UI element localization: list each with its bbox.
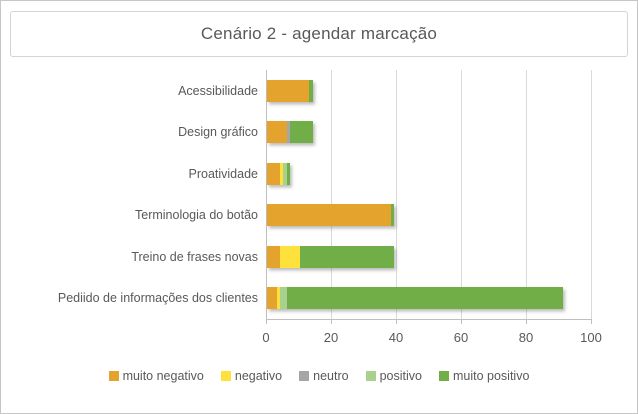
bar-segment-negativo bbox=[280, 162, 284, 185]
bar-segment-muito-positivo bbox=[286, 287, 563, 310]
bar-segment-positivo bbox=[283, 162, 287, 185]
bar-segment-muito-negativo bbox=[267, 162, 280, 185]
x-axis-line bbox=[266, 319, 592, 320]
category-label: Pediido de informações dos clientes bbox=[57, 291, 258, 306]
x-tick-label: 80 bbox=[518, 330, 534, 345]
gridline-20 bbox=[331, 70, 332, 319]
bar-segment-muito-positivo bbox=[309, 79, 313, 102]
tick-mark-0 bbox=[266, 319, 267, 324]
category-label: Acessibilidade bbox=[178, 83, 258, 98]
legend-label: negativo bbox=[234, 369, 283, 383]
bar-5 bbox=[267, 245, 394, 268]
legend-item-muito-positivo: muito positivo bbox=[438, 369, 530, 383]
legend-label: positivo bbox=[379, 369, 422, 383]
legend-item-negativo: negativo bbox=[220, 369, 283, 383]
tick-mark-100 bbox=[591, 319, 592, 324]
category-label: Proatividade bbox=[188, 166, 259, 181]
legend-swatch-icon bbox=[365, 371, 376, 381]
bar-3 bbox=[267, 162, 290, 185]
x-tick-label: 0 bbox=[262, 330, 270, 345]
tick-mark-60 bbox=[461, 319, 462, 324]
bar-6 bbox=[267, 287, 563, 310]
x-tick-label: 40 bbox=[388, 330, 404, 345]
chart-title-box: Cenário 2 - agendar marcação bbox=[10, 11, 628, 57]
y-axis-line bbox=[266, 70, 267, 320]
legend-swatch-icon bbox=[220, 371, 231, 381]
x-tick-label: 100 bbox=[580, 330, 602, 345]
bar-segment-muito-positivo bbox=[286, 162, 290, 185]
bar-segment-muito-negativo bbox=[267, 121, 287, 144]
bar-4 bbox=[267, 204, 394, 227]
legend: muito negativo negativo neutro positivo muit… bbox=[1, 369, 637, 383]
legend-label: neutro bbox=[313, 369, 349, 383]
gridline-80 bbox=[526, 70, 527, 319]
bar-2 bbox=[267, 121, 313, 144]
category-label: Terminologia do botão bbox=[135, 208, 258, 223]
category-label: Treino de frases novas bbox=[131, 249, 258, 264]
legend-swatch-icon bbox=[438, 371, 449, 381]
bar-segment-neutro bbox=[286, 121, 290, 144]
tick-mark-80 bbox=[526, 319, 527, 324]
bar-segment-muito-positivo bbox=[289, 121, 313, 144]
gridline-40 bbox=[396, 70, 397, 319]
bar-segment-muito-negativo bbox=[267, 287, 277, 310]
x-tick-label: 20 bbox=[323, 330, 339, 345]
tick-mark-40 bbox=[396, 319, 397, 324]
tick-mark-20 bbox=[331, 319, 332, 324]
legend-item-positivo: positivo bbox=[365, 369, 422, 383]
bar-segment-negativo bbox=[280, 245, 300, 268]
gridline-100 bbox=[591, 70, 592, 319]
bar-segment-muito-positivo bbox=[390, 204, 394, 227]
bar-segment-muito-positivo bbox=[299, 245, 394, 268]
legend-label: muito negativo bbox=[122, 369, 204, 383]
bar-1 bbox=[267, 79, 313, 102]
gridline-60 bbox=[461, 70, 462, 319]
bar-segment-muito-negativo bbox=[267, 79, 310, 102]
category-label: Design gráfico bbox=[178, 125, 258, 140]
legend-label: muito positivo bbox=[452, 369, 530, 383]
legend-swatch-icon bbox=[108, 371, 119, 381]
bar-segment-negativo bbox=[276, 287, 280, 310]
legend-item-neutro: neutro bbox=[299, 369, 349, 383]
legend-item-muito-negativo: muito negativo bbox=[108, 369, 204, 383]
chart-title: Cenário 2 - agendar marcação bbox=[200, 24, 438, 43]
x-tick-label: 60 bbox=[453, 330, 469, 345]
legend-swatch-icon bbox=[299, 371, 310, 381]
bar-segment-muito-negativo bbox=[267, 245, 280, 268]
bar-segment-muito-negativo bbox=[267, 204, 391, 227]
bar-segment-positivo bbox=[280, 287, 287, 310]
